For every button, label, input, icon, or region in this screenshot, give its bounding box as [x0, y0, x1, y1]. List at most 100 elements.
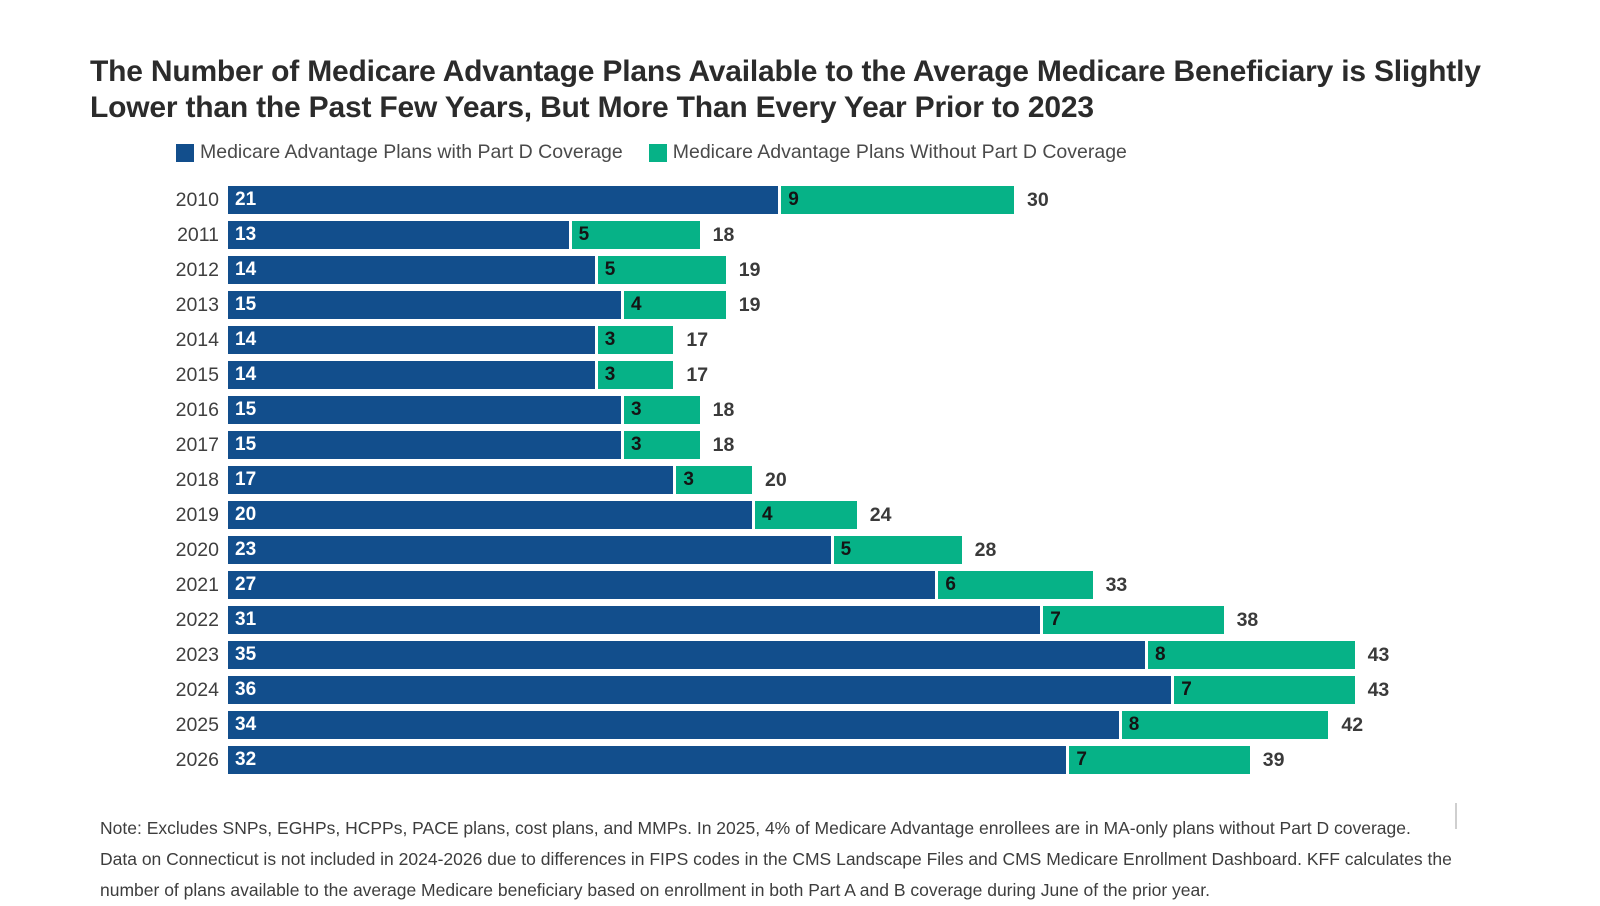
bar-value-without-partd: 5	[840, 539, 852, 560]
legend-swatch-blue-icon	[176, 143, 194, 162]
bar-total-label: 17	[686, 363, 709, 386]
chart-row: 2020 23 5 28	[90, 536, 1550, 564]
year-label: 2017	[175, 433, 219, 456]
bar-total-label: 43	[1367, 678, 1390, 701]
year-label: 2020	[175, 538, 219, 561]
bar-segment-with-partd: 15	[228, 291, 621, 319]
bar-segment-without-partd: 3	[624, 396, 700, 424]
bar-segment-without-partd: 7	[1069, 746, 1250, 774]
bar-segment-with-partd: 14	[228, 256, 595, 284]
chart-row: 2013 15 4 19	[90, 291, 1550, 319]
bar-value-with-partd: 35	[235, 644, 257, 665]
bar-value-without-partd: 7	[1076, 749, 1087, 770]
legend-item-with-partd: Medicare Advantage Plans with Part D Cov…	[176, 141, 623, 164]
bar-segment-with-partd: 14	[228, 361, 595, 389]
bar-value-with-partd: 15	[235, 399, 257, 420]
bar-value-with-partd: 31	[235, 609, 257, 630]
chart-row: 2012 14 5 19	[90, 256, 1550, 284]
bar-value-with-partd: 20	[235, 504, 257, 525]
bar-value-without-partd: 7	[1181, 679, 1192, 700]
bar-total-label: 17	[686, 328, 709, 351]
chart-row: 2017 15 3 18	[90, 431, 1550, 459]
chart-row: 2010 21 9 30	[90, 186, 1550, 214]
bar-value-with-partd: 14	[235, 259, 257, 280]
year-label: 2024	[175, 678, 219, 701]
bar-segment-without-partd: 9	[781, 186, 1014, 214]
bar-segment-without-partd: 3	[624, 431, 700, 459]
year-label: 2022	[175, 608, 219, 631]
bar-value-without-partd: 7	[1050, 609, 1061, 630]
year-label: 2025	[175, 713, 219, 736]
bar-value-without-partd: 9	[788, 189, 799, 210]
year-label: 2013	[175, 293, 219, 316]
chart-row: 2023 35 8 43	[90, 641, 1550, 669]
bar-value-with-partd: 34	[235, 714, 257, 735]
bar-value-without-partd: 6	[945, 574, 956, 595]
bar-segment-with-partd: 17	[228, 466, 674, 494]
bar-value-with-partd: 14	[235, 364, 257, 385]
year-label: 2026	[175, 748, 219, 771]
bar-value-without-partd: 8	[1128, 714, 1140, 735]
bar-value-without-partd: 3	[604, 364, 616, 385]
bar-value-with-partd: 15	[235, 294, 257, 315]
chart-title: The Number of Medicare Advantage Plans A…	[90, 55, 1481, 125]
bar-value-without-partd: 3	[604, 329, 616, 350]
legend-label-without-partd: Medicare Advantage Plans Without Part D …	[672, 141, 1127, 163]
bar-segment-without-partd: 5	[571, 221, 700, 249]
year-label: 2012	[175, 258, 219, 281]
bar-segment-without-partd: 3	[597, 361, 674, 389]
bar-total-label: 20	[764, 468, 787, 491]
bar-value-without-partd: 5	[578, 224, 590, 245]
bar-segment-with-partd: 15	[228, 396, 621, 424]
bar-value-without-partd: 5	[604, 259, 616, 280]
bar-value-with-partd: 23	[235, 539, 257, 560]
bar-segment-with-partd: 34	[228, 711, 1119, 739]
bar-value-without-partd: 3	[631, 399, 642, 420]
bar-value-with-partd: 21	[235, 189, 257, 210]
chart-row: 2014 14 3 17	[90, 326, 1550, 354]
bar-segment-without-partd: 8	[1121, 711, 1329, 739]
bar-segment-without-partd: 8	[1148, 641, 1355, 669]
chart-row: 2022 31 7 38	[90, 606, 1550, 634]
bar-total-label: 19	[738, 258, 761, 281]
bar-total-label: 18	[712, 433, 735, 456]
bar-total-label: 18	[712, 223, 735, 246]
bar-segment-without-partd: 7	[1043, 606, 1224, 634]
bar-segment-without-partd: 3	[597, 326, 674, 354]
bar-segment-with-partd: 23	[228, 536, 831, 564]
year-label: 2010	[175, 188, 219, 211]
year-label: 2015	[175, 363, 219, 386]
bar-segment-with-partd: 14	[228, 326, 595, 354]
legend-label-with-partd: Medicare Advantage Plans with Part D Cov…	[200, 141, 623, 163]
legend-item-without-partd: Medicare Advantage Plans Without Part D …	[648, 141, 1127, 164]
bar-value-with-partd: 36	[235, 679, 257, 700]
bar-segment-without-partd: 6	[938, 571, 1093, 599]
bar-segment-with-partd: 15	[228, 431, 621, 459]
bar-total-label: 39	[1262, 748, 1285, 771]
bar-segment-with-partd: 13	[228, 221, 569, 249]
bar-total-label: 42	[1341, 713, 1364, 736]
legend: Medicare Advantage Plans with Part D Cov…	[176, 141, 1127, 164]
bar-total-label: 28	[974, 538, 997, 561]
chart-row: 2016 15 3 18	[90, 396, 1550, 424]
bar-segment-without-partd: 3	[676, 466, 752, 494]
chart-row: 2021 27 6 33	[90, 571, 1550, 599]
bar-total-label: 24	[869, 503, 892, 526]
bar-segment-without-partd: 4	[624, 291, 726, 319]
bar-total-label: 43	[1367, 643, 1390, 666]
bar-value-with-partd: 13	[235, 224, 257, 245]
bar-segment-without-partd: 5	[597, 256, 726, 284]
bar-total-label: 33	[1105, 573, 1128, 596]
bar-segment-with-partd: 32	[228, 746, 1067, 774]
bar-value-with-partd: 27	[235, 574, 257, 595]
bar-total-label: 18	[712, 398, 735, 421]
bar-segment-with-partd: 21	[228, 186, 779, 214]
bar-value-with-partd: 32	[235, 749, 257, 770]
bar-total-label: 30	[1026, 188, 1049, 211]
text-cursor-artifact	[1455, 803, 1457, 829]
year-label: 2023	[175, 643, 219, 666]
bar-segment-without-partd: 5	[833, 536, 962, 564]
bar-segment-with-partd: 36	[228, 676, 1172, 704]
year-label: 2019	[175, 503, 219, 526]
chart-row: 2025 34 8 42	[90, 711, 1550, 739]
